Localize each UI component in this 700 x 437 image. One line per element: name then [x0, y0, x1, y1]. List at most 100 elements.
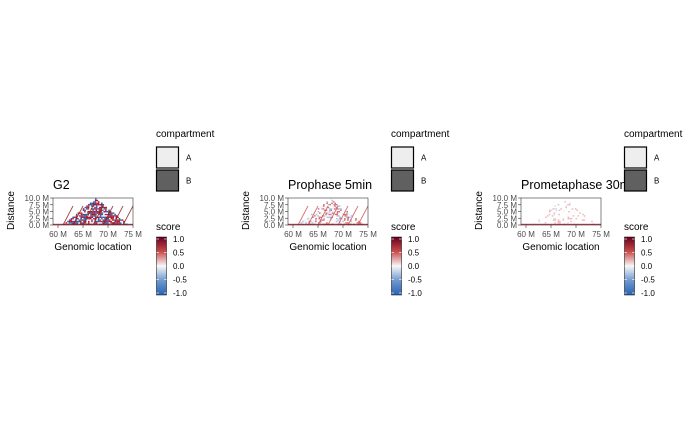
- heatmap-cell: [558, 209, 561, 211]
- heatmap-cell: [323, 204, 325, 206]
- heatmap-cell: [565, 220, 568, 223]
- y-tick-label: 0.0 M: [497, 221, 517, 230]
- heatmap-cell: [86, 205, 88, 207]
- heatmap-cell: [87, 211, 89, 213]
- heatmap-cell: [574, 212, 576, 214]
- heatmap-cell: [569, 216, 571, 218]
- heatmap-cell: [82, 216, 84, 218]
- heatmap-cell: [320, 216, 322, 218]
- heatmap-cell: [355, 219, 357, 221]
- heatmap-cell: [549, 211, 551, 213]
- heatmap-cell: [118, 219, 121, 221]
- heatmap-cell: [96, 202, 98, 204]
- heatmap-cell: [547, 215, 549, 217]
- heatmap-cell: [81, 222, 84, 224]
- heatmap-cell: [93, 201, 95, 203]
- heatmap-cell: [358, 220, 360, 223]
- heatmap-cell: [563, 209, 566, 211]
- x-tick-label: 60 M: [49, 230, 67, 239]
- heatmap-cell: [74, 216, 76, 218]
- heatmap-cell: [112, 219, 114, 221]
- heatmap-cell: [331, 219, 333, 221]
- heatmap-cell: [322, 211, 324, 213]
- heatmap-cell: [311, 222, 314, 224]
- heatmap-cell: [83, 219, 85, 221]
- heatmap-cell: [566, 213, 568, 216]
- heatmap-cell: [119, 222, 122, 224]
- diagonal-strip: [288, 223, 368, 225]
- heatmap-stripe: [347, 205, 359, 226]
- heatmap-cell: [538, 220, 540, 223]
- x-tick-label: 75 M: [359, 230, 377, 239]
- heatmap-cell: [569, 202, 571, 204]
- heatmap-cell: [345, 219, 348, 221]
- heatmap-cell: [107, 216, 110, 218]
- heatmap-cell: [95, 198, 97, 200]
- heatmap-cell: [331, 213, 334, 216]
- heatmap-cell: [330, 198, 332, 200]
- heatmap-cell: [91, 222, 93, 224]
- heatmap-cell: [322, 208, 325, 210]
- heatmap-cells: [53, 198, 134, 226]
- heatmap-cell: [97, 218, 100, 220]
- heatmap-cell: [347, 219, 349, 221]
- y-tick-label: 5.0 M: [264, 208, 284, 217]
- heatmap-cell: [112, 216, 114, 218]
- heatmap-cell: [334, 202, 336, 204]
- panel-1: G2 60 M 65 M 70 M 75 M 0.0 M2.5 M5.0 M7.5 M10…: [6, 129, 215, 298]
- heatmap-cell: [334, 204, 336, 206]
- heatmap-cell: [92, 208, 94, 210]
- heatmap-cell: [568, 204, 571, 206]
- heatmap-cell: [330, 211, 332, 213]
- heatmap-cell: [89, 222, 92, 224]
- heatmap-cell: [356, 222, 359, 224]
- heatmap-cell: [113, 218, 116, 220]
- heatmap-stripe: [112, 205, 124, 226]
- heatmap-cell: [326, 204, 328, 206]
- heatmap-cell: [342, 220, 344, 223]
- heatmap-cell: [89, 206, 91, 209]
- score-tick-label: 0.0: [408, 262, 420, 271]
- heatmap-cell: [344, 211, 347, 213]
- heatmap-cell: [90, 209, 93, 211]
- heatmap-cell: [87, 206, 90, 209]
- heatmap-cell: [580, 216, 582, 218]
- heatmap-cell: [326, 201, 329, 203]
- heatmap-cell: [327, 204, 330, 206]
- heatmap-cell: [538, 219, 541, 221]
- heatmap-cell: [100, 206, 103, 209]
- heatmap-cell: [349, 216, 351, 218]
- heatmap-cell: [111, 213, 113, 216]
- heatmap-cells: [521, 199, 601, 225]
- heatmap-cell: [77, 218, 79, 220]
- heatmap-cell: [332, 211, 334, 213]
- heatmap-stripe: [102, 205, 114, 226]
- heatmap-cell: [337, 219, 340, 221]
- heatmap-cell: [558, 215, 560, 217]
- heatmap-cell: [93, 202, 95, 204]
- heatmap-cell: [120, 219, 122, 221]
- heatmap-cell: [80, 218, 82, 220]
- heatmap-cell: [97, 222, 100, 224]
- heatmap-cell: [101, 213, 104, 216]
- heatmap-cell: [95, 213, 97, 216]
- heatmap-stripe: [357, 205, 369, 226]
- x-axis-title: Genomic location: [289, 242, 366, 253]
- heatmap-cell: [82, 215, 84, 217]
- score-tick-label: 0.5: [408, 249, 420, 258]
- heatmap-cell: [111, 215, 113, 217]
- heatmap-cell: [551, 215, 554, 217]
- heatmap-cell: [574, 208, 577, 210]
- heatmap-cell: [109, 215, 111, 217]
- heatmap-cell: [350, 220, 352, 223]
- heatmap-cell: [97, 204, 100, 206]
- heatmap-cell: [107, 220, 109, 223]
- diagonal-strip: [53, 223, 133, 225]
- y-tick-label: 10.0 M: [25, 194, 50, 203]
- heatmap-cell: [65, 222, 68, 224]
- y-tick-label: 2.5 M: [497, 214, 517, 223]
- heatmap-cell: [101, 215, 103, 217]
- heatmap-cell: [336, 218, 338, 220]
- heatmap-cell: [350, 215, 353, 217]
- heatmap-cell: [80, 216, 82, 218]
